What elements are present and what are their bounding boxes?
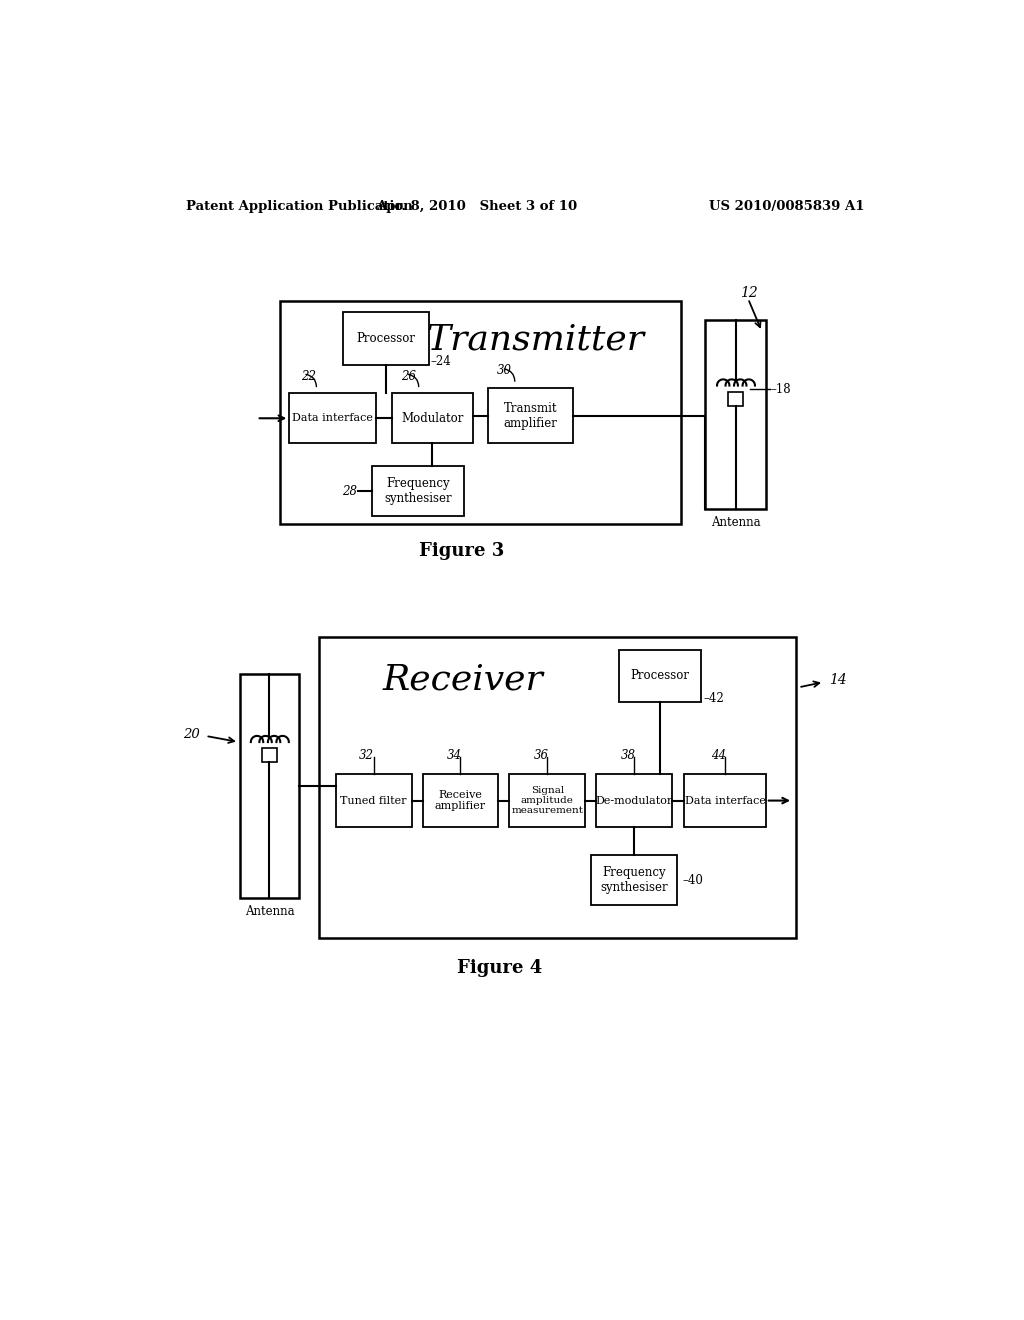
Text: 20: 20 xyxy=(182,727,200,741)
Bar xyxy=(391,393,473,444)
Text: US 2010/0085839 A1: US 2010/0085839 A1 xyxy=(709,199,864,213)
Text: Processor: Processor xyxy=(356,333,416,345)
Bar xyxy=(343,313,429,364)
Text: Receive
amplifier: Receive amplifier xyxy=(435,789,486,812)
Bar xyxy=(372,466,464,516)
Text: 12: 12 xyxy=(740,286,758,300)
Bar xyxy=(509,775,586,826)
Text: Modulator: Modulator xyxy=(401,412,464,425)
Bar xyxy=(319,638,796,937)
Text: Frequency
synthesiser: Frequency synthesiser xyxy=(384,478,452,506)
Text: 26: 26 xyxy=(401,370,416,383)
Text: 44: 44 xyxy=(712,748,726,762)
Bar xyxy=(596,775,672,826)
Text: Figure 4: Figure 4 xyxy=(458,960,543,977)
Bar xyxy=(591,855,678,906)
Bar xyxy=(620,649,700,702)
Text: Figure 3: Figure 3 xyxy=(419,543,504,560)
Text: Antenna: Antenna xyxy=(245,906,294,917)
Text: 28: 28 xyxy=(342,484,356,498)
Bar xyxy=(262,748,278,762)
Text: 38: 38 xyxy=(621,748,635,762)
Text: Frequency
synthesiser: Frequency synthesiser xyxy=(600,866,668,894)
Bar xyxy=(336,775,412,826)
Text: 30: 30 xyxy=(497,364,512,378)
Bar xyxy=(706,321,766,508)
Bar xyxy=(423,775,499,826)
Bar xyxy=(728,392,743,405)
Bar xyxy=(487,388,572,444)
Text: 22: 22 xyxy=(301,370,316,383)
Text: Antenna: Antenna xyxy=(711,516,761,529)
Text: 36: 36 xyxy=(534,748,549,762)
Text: Processor: Processor xyxy=(631,669,689,682)
Text: Data interface: Data interface xyxy=(685,796,766,805)
Bar xyxy=(684,775,766,826)
Text: –18: –18 xyxy=(770,383,792,396)
Bar xyxy=(289,393,376,444)
Text: –24: –24 xyxy=(430,355,451,368)
Text: 32: 32 xyxy=(358,748,374,762)
Text: De-modulator: De-modulator xyxy=(595,796,673,805)
Bar xyxy=(280,301,681,524)
Text: Receiver: Receiver xyxy=(382,663,543,697)
Bar xyxy=(241,675,299,898)
Text: –40: –40 xyxy=(682,874,703,887)
Text: Data interface: Data interface xyxy=(292,413,373,424)
Text: 14: 14 xyxy=(829,673,847,686)
Text: Patent Application Publication: Patent Application Publication xyxy=(186,199,413,213)
Text: 34: 34 xyxy=(446,748,462,762)
Text: Apr. 8, 2010   Sheet 3 of 10: Apr. 8, 2010 Sheet 3 of 10 xyxy=(376,199,578,213)
Text: Transmit
amplifier: Transmit amplifier xyxy=(503,401,557,429)
Text: –42: –42 xyxy=(703,693,725,705)
Text: Transmitter: Transmitter xyxy=(427,322,645,356)
Text: Tuned filter: Tuned filter xyxy=(340,796,407,805)
Text: Signal
amplitude
measurement: Signal amplitude measurement xyxy=(511,785,584,816)
